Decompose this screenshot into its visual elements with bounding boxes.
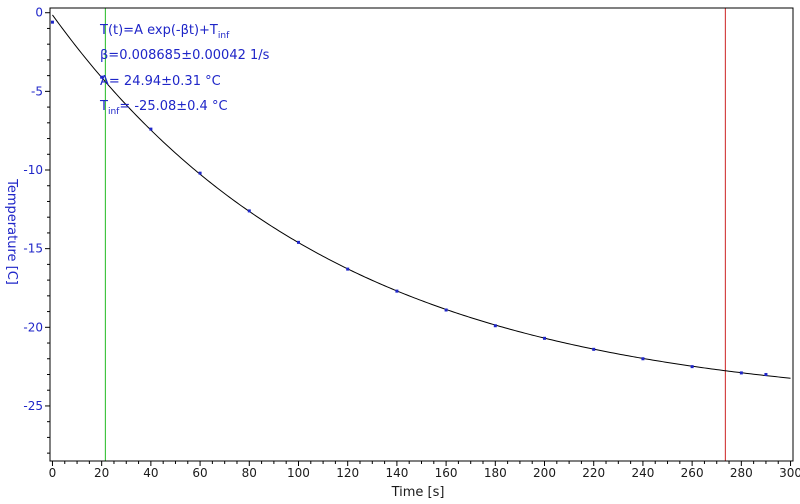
data-point (100, 75, 104, 79)
annotation-tinf-value: = -25.08±0.4 °C (119, 99, 227, 114)
x-axis-title: Time [s] (391, 485, 445, 500)
annotation-formula-sub: inf (218, 31, 230, 41)
annotation-tinf: Tinf= -25.08±0.4 °C (99, 99, 228, 117)
fit-annotation: T(t)=A exp(-βt)+Tinf β=0.008685±0.00042 … (99, 23, 270, 117)
plot-area (50, 8, 791, 461)
data-point (346, 267, 350, 271)
x-tick-label: 200 (533, 466, 556, 480)
data-point (739, 371, 743, 375)
x-tick-label: 20 (94, 466, 109, 480)
y-tick-label: -25 (23, 399, 43, 413)
x-tick-label: 80 (242, 466, 257, 480)
annotation-tinf-sub: inf (108, 107, 120, 117)
fit-curve (52, 14, 791, 379)
y-tick-label: -15 (23, 242, 43, 256)
annotation-formula: T(t)=A exp(-βt)+Tinf (99, 23, 230, 41)
x-tick-label: 300 (779, 466, 800, 480)
data-point (641, 357, 645, 361)
data-point (543, 336, 547, 340)
x-tick-label: 260 (681, 466, 704, 480)
y-axis: 0 -5 -10 -15 -20 -25 (23, 6, 50, 454)
x-tick-label: 140 (385, 466, 408, 480)
x-tick-label: 240 (631, 466, 654, 480)
data-point (444, 308, 448, 312)
x-tick-label: 0 (49, 466, 57, 480)
data-point (395, 289, 399, 293)
y-tick-label: -10 (23, 163, 43, 177)
data-series (50, 20, 768, 376)
x-tick-label: 60 (192, 466, 207, 480)
data-point (592, 347, 596, 351)
data-point (296, 240, 300, 244)
y-axis-title: Temperature [C] (4, 178, 19, 285)
data-point (198, 171, 202, 175)
y-tick-label: -5 (31, 84, 43, 98)
annotation-amplitude: A= 24.94±0.31 °C (100, 74, 221, 89)
annotation-formula-main: T(t)=A exp(-βt)+T (99, 23, 218, 38)
x-tick-label: 40 (143, 466, 158, 480)
x-tick-label: 100 (287, 466, 310, 480)
x-tick-label: 220 (582, 466, 605, 480)
data-point (764, 372, 768, 376)
data-point (493, 324, 497, 328)
annotation-tinf-main: T (99, 99, 108, 114)
x-axis: 0 20 40 60 80 100 120 140 160 180 200 220 240 260 280 3… (49, 461, 800, 480)
data-point (149, 127, 153, 131)
x-tick-label: 280 (730, 466, 753, 480)
y-tick-label: -20 (23, 320, 43, 334)
x-tick-label: 180 (484, 466, 507, 480)
x-tick-label: 120 (336, 466, 359, 480)
data-point (247, 209, 251, 213)
annotation-beta: β=0.008685±0.00042 1/s (100, 48, 270, 63)
data-point (690, 365, 694, 369)
x-tick-label: 160 (435, 466, 458, 480)
y-tick-label: 0 (35, 6, 43, 20)
data-point (50, 20, 54, 24)
